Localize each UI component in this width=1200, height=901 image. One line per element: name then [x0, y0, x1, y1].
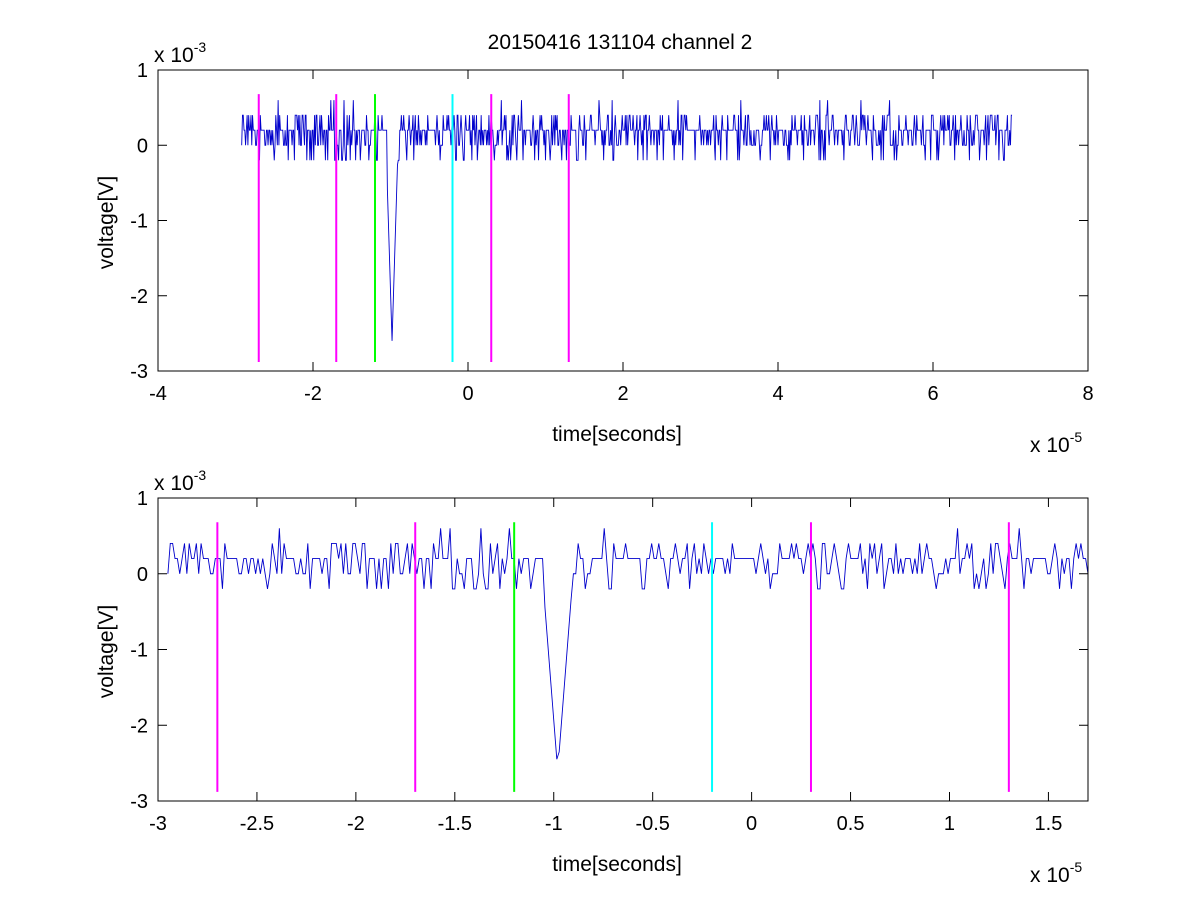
y-tick-label: -1 — [130, 211, 148, 233]
x-tick-label: 0 — [746, 813, 757, 835]
y-axis-label: voltage[V] — [95, 605, 118, 698]
x-tick-label: 1.5 — [1035, 813, 1063, 835]
y-tick-label: 1 — [137, 488, 148, 510]
axes-frame — [157, 69, 1089, 372]
axes-top: -4 -2 0 2 4 6 8 -3 -2 -1 0 1 time[seconds] voltage… — [95, 39, 1094, 457]
axes-frame — [157, 497, 1089, 802]
x-tick-label: -4 — [149, 383, 167, 405]
y-tick-label: -3 — [130, 361, 148, 383]
x-tick-label: 1 — [944, 813, 955, 835]
y-tick-label: 0 — [137, 564, 148, 586]
x-tick-label: 6 — [927, 383, 938, 405]
voltage-trace — [241, 100, 1013, 341]
y-exponent-label: x 10-3 — [154, 39, 206, 67]
y-tick-label: 0 — [137, 135, 148, 157]
trace-group — [167, 528, 1089, 760]
y-tick-label: -2 — [130, 286, 148, 308]
y-tick-group: -3 -2 -1 0 1 — [130, 60, 1088, 383]
y-exponent-label: x 10-3 — [154, 467, 206, 495]
y-tick-label: -3 — [130, 791, 148, 813]
x-tick-label: -0.5 — [635, 813, 669, 835]
x-exponent-label: x 10-5 — [1030, 429, 1082, 457]
x-tick-label: 4 — [772, 383, 783, 405]
x-tick-label: -2 — [304, 383, 322, 405]
x-tick-label: -2.5 — [240, 813, 274, 835]
figure-title: 20150416 131104 channel 2 — [488, 31, 753, 54]
axes-bottom: -3 -2.5 -2 -1.5 -1 -0.5 0 0.5 1 1.5 -3 -2 -1 0 1 time… — [95, 467, 1089, 887]
x-tick-group: -4 -2 0 2 4 6 8 — [149, 70, 1094, 405]
x-tick-label: 2 — [617, 383, 628, 405]
x-tick-label: 0.5 — [837, 813, 865, 835]
marker-group — [257, 94, 570, 362]
y-tick-label: 1 — [137, 60, 148, 82]
y-tick-label: -1 — [130, 640, 148, 662]
x-tick-group: -3 -2.5 -2 -1.5 -1 -0.5 0 0.5 1 1.5 — [149, 498, 1062, 835]
x-tick-label: -1.5 — [438, 813, 472, 835]
x-axis-label: time[seconds] — [552, 853, 682, 876]
voltage-trace — [167, 528, 1089, 760]
marker-group — [216, 522, 1010, 792]
x-exponent-label: x 10-5 — [1030, 859, 1082, 887]
x-tick-label: 8 — [1082, 383, 1093, 405]
y-tick-label: -2 — [130, 715, 148, 737]
x-tick-label: 0 — [462, 383, 473, 405]
trace-group — [241, 100, 1013, 341]
x-tick-label: -1 — [545, 813, 563, 835]
x-tick-label: -3 — [149, 813, 167, 835]
y-tick-group: -3 -2 -1 0 1 — [130, 488, 1088, 813]
x-tick-label: -2 — [347, 813, 365, 835]
x-axis-label: time[seconds] — [552, 423, 682, 446]
y-axis-label: voltage[V] — [95, 176, 118, 269]
